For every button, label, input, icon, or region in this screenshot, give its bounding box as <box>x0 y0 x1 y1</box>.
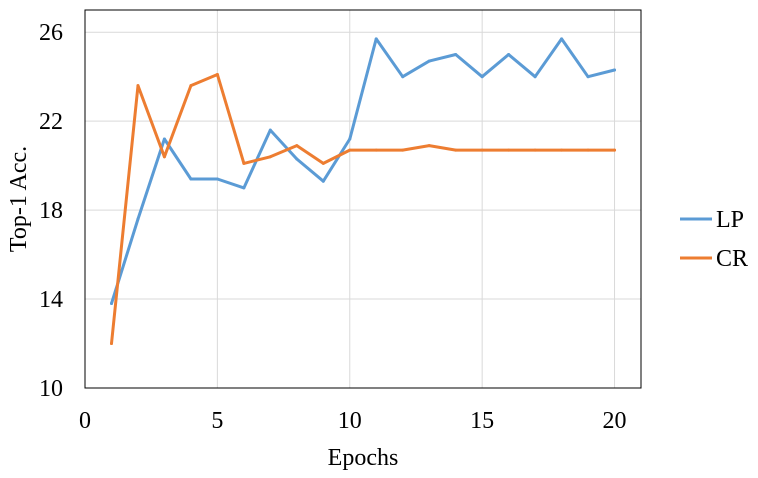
data-point-cr <box>480 148 484 152</box>
data-point-cr <box>454 148 458 152</box>
data-point-cr <box>136 84 140 88</box>
x-tick-label: 0 <box>79 408 91 434</box>
x-tick-label: 10 <box>338 408 362 434</box>
data-point-cr <box>215 72 219 76</box>
data-point-cr <box>162 155 166 159</box>
data-point-lp <box>321 179 325 183</box>
data-point-cr <box>401 148 405 152</box>
data-point-cr <box>109 342 113 346</box>
legend: LP CR <box>680 207 748 272</box>
y-tick-label: 26 <box>39 20 63 46</box>
y-tick-label: 18 <box>39 198 63 224</box>
data-point-cr <box>613 148 617 152</box>
series-line-cr <box>110 73 616 345</box>
y-axis-ticks: 10 14 18 22 26 <box>39 20 63 402</box>
data-point-lp <box>401 75 405 79</box>
data-point-lp <box>613 68 617 72</box>
data-point-cr <box>507 148 511 152</box>
data-point-lp <box>295 157 299 161</box>
data-point-lp <box>560 37 564 41</box>
data-point-lp <box>480 75 484 79</box>
data-point-lp <box>242 186 246 190</box>
data-point-lp <box>268 128 272 132</box>
data-point-cr <box>533 148 537 152</box>
data-point-lp <box>215 177 219 181</box>
grid-lines <box>85 10 641 388</box>
y-tick-label: 14 <box>39 287 63 313</box>
data-point-cr <box>374 148 378 152</box>
x-axis-ticks: 0 5 10 15 20 <box>79 408 627 434</box>
data-point-lp <box>427 59 431 63</box>
data-point-lp <box>109 302 113 306</box>
data-point-cr <box>295 144 299 148</box>
data-point-cr <box>321 161 325 165</box>
y-tick-label: 10 <box>39 376 63 402</box>
data-point-lp <box>136 217 140 221</box>
x-tick-label: 15 <box>470 408 494 434</box>
data-point-cr <box>348 148 352 152</box>
y-axis-label: Top-1 Acc. <box>6 146 32 252</box>
data-point-cr <box>268 155 272 159</box>
data-point-cr <box>586 148 590 152</box>
data-point-lp <box>162 137 166 141</box>
x-tick-label: 20 <box>603 408 627 434</box>
data-point-lp <box>348 137 352 141</box>
data-point-lp <box>507 52 511 56</box>
x-axis-label: Epochs <box>328 445 399 471</box>
series-lines <box>109 37 617 346</box>
data-point-lp <box>374 37 378 41</box>
data-point-lp <box>533 75 537 79</box>
x-tick-label: 5 <box>211 408 223 434</box>
data-point-cr <box>560 148 564 152</box>
legend-label-lp: LP <box>716 207 744 233</box>
legend-label-cr: CR <box>716 246 748 272</box>
plot-area <box>84 9 642 389</box>
data-point-lp <box>586 75 590 79</box>
data-point-lp <box>454 52 458 56</box>
data-point-cr <box>242 161 246 165</box>
data-point-cr <box>189 84 193 88</box>
data-point-cr <box>427 144 431 148</box>
y-tick-label: 22 <box>39 109 63 135</box>
data-point-lp <box>189 177 193 181</box>
series-line-lp <box>110 37 616 305</box>
